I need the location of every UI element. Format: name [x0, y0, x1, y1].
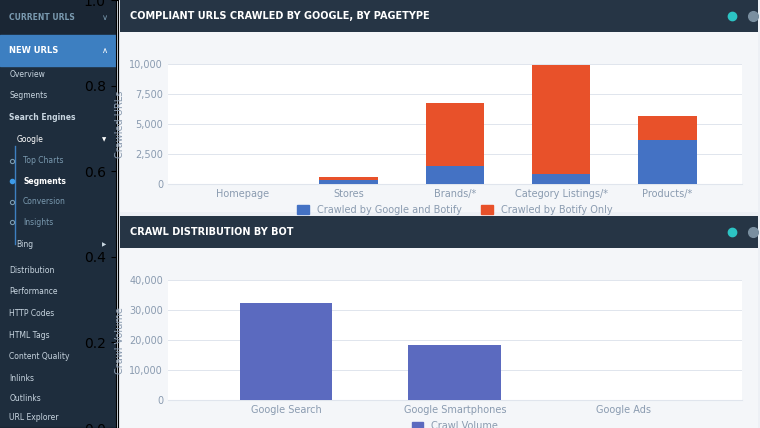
Legend: Crawled by Google and Botify, Crawled by Botify Only: Crawled by Google and Botify, Crawled by…	[293, 201, 616, 219]
Y-axis label: Crawl Volume: Crawl Volume	[115, 307, 125, 374]
Bar	[0, 427, 116, 428]
Bar	[426, 166, 484, 184]
Legend: Crawl Volume: Crawl Volume	[408, 417, 502, 428]
Bar	[638, 140, 697, 184]
Text: URL Explorer: URL Explorer	[9, 413, 59, 422]
Text: Google: Google	[16, 135, 43, 145]
Bar	[319, 180, 378, 184]
Text: COMPLIANT URLS CRAWLED BY GOOGLE, BY PAGETYPE: COMPLIANT URLS CRAWLED BY GOOGLE, BY PAG…	[130, 11, 429, 21]
Text: Search Engines: Search Engines	[9, 113, 76, 122]
Text: Inlinks: Inlinks	[9, 374, 34, 383]
Bar	[319, 178, 378, 180]
Text: Bing: Bing	[16, 240, 33, 249]
Bar	[638, 116, 697, 140]
Text: Top Charts: Top Charts	[23, 156, 64, 165]
Text: ▶: ▶	[102, 242, 106, 247]
Text: HTTP Codes: HTTP Codes	[9, 309, 55, 318]
Text: Segments: Segments	[9, 90, 47, 100]
Text: NEW URLS: NEW URLS	[9, 46, 59, 55]
Text: HTML Tags: HTML Tags	[9, 330, 50, 340]
Text: ∨: ∨	[102, 13, 108, 22]
Bar	[408, 345, 502, 400]
Text: Conversion: Conversion	[23, 197, 66, 206]
Text: CRAWL DISTRIBUTION BY BOT: CRAWL DISTRIBUTION BY BOT	[130, 227, 293, 237]
Y-axis label: Crawled URLs: Crawled URLs	[115, 90, 125, 158]
Bar	[0, 35, 116, 66]
Bar	[532, 175, 591, 184]
Bar	[532, 65, 591, 175]
Text: Overview: Overview	[9, 70, 45, 80]
Text: CURRENT URLS: CURRENT URLS	[9, 13, 75, 22]
Bar	[0, 0, 116, 35]
Text: ▼: ▼	[102, 137, 106, 143]
Text: Segments: Segments	[23, 176, 66, 186]
Bar	[426, 103, 484, 166]
Text: Outlinks: Outlinks	[9, 393, 41, 403]
Text: Content Quality: Content Quality	[9, 352, 70, 362]
Text: ∧: ∧	[102, 46, 108, 55]
Text: Performance: Performance	[9, 287, 58, 297]
Text: Distribution: Distribution	[9, 265, 55, 275]
Text: Insights: Insights	[23, 217, 53, 227]
Bar	[239, 303, 332, 400]
